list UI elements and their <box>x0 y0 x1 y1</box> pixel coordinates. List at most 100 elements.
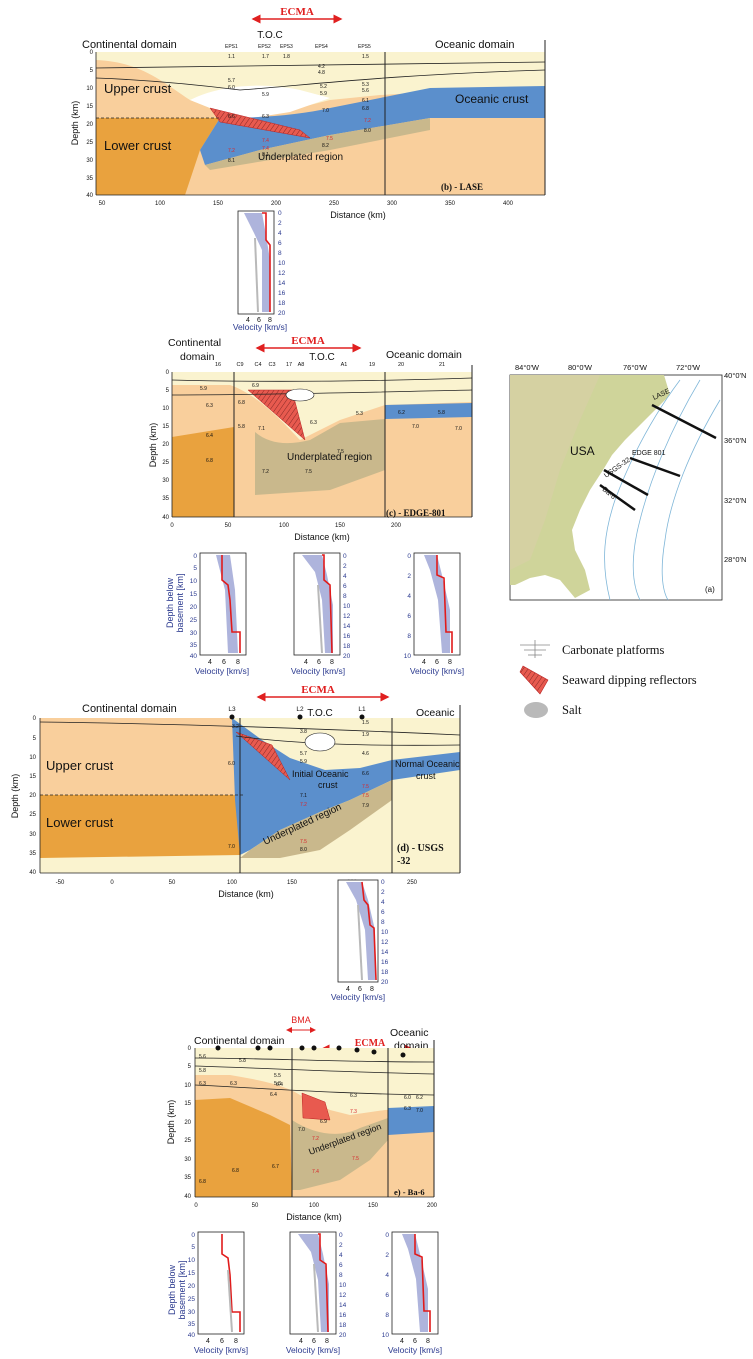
velocity-value: 3.8 <box>300 729 307 735</box>
depth-tick: 0 <box>385 1232 389 1239</box>
velocity-value: 6.9 <box>252 383 259 389</box>
distance-tick: 50 <box>225 523 232 529</box>
velocity-tick: 4 <box>246 317 250 324</box>
velocity-value: 8.1 <box>228 158 235 164</box>
distance-tick: 100 <box>309 1203 320 1209</box>
velocity-value: 1.9 <box>362 732 369 738</box>
depth-tick: 2 <box>339 1242 343 1249</box>
depth-tick: 20 <box>190 604 198 611</box>
depth-tick: 4 <box>407 593 411 600</box>
velocity-tick: 8 <box>325 1338 329 1345</box>
depth-tick: 15 <box>29 774 36 780</box>
depth-tick: 10 <box>184 1083 191 1089</box>
panel-caption: (c) - EDGE-801 <box>386 508 446 518</box>
distance-tick: 0 <box>170 523 174 529</box>
station-label: L3 <box>228 706 236 713</box>
map-caption: (a) <box>705 585 715 594</box>
velocity-value: 5.2 <box>320 84 327 90</box>
depth-tick: 40 <box>184 1194 191 1200</box>
velocity-tick: 6 <box>435 659 439 666</box>
velocity-value: 6.8 <box>199 1179 206 1185</box>
velocity-value: 8.0 <box>300 847 307 853</box>
depth-tick: 0 <box>278 210 282 217</box>
depth-below-title: Depth below <box>165 577 175 628</box>
velocity-value: 6.3 <box>206 403 213 409</box>
velocity-value: 6.3 <box>230 1081 237 1087</box>
velocity-value: 7.0 <box>412 424 419 430</box>
distance-axis-title: Distance (km) <box>294 532 350 542</box>
depth-tick: 4 <box>343 573 347 580</box>
station-marker <box>311 1045 317 1051</box>
seaward-dipping-reflectors <box>209 107 311 139</box>
depth-axis-title: Depth (km) <box>148 423 158 468</box>
velocity-profile-e-2: 0 2 4 6 8 10 12 14 16 18 20 4 6 8 Veloci… <box>286 1231 347 1355</box>
depth-tick: 0 <box>191 1232 195 1239</box>
depth-tick: 0 <box>381 879 385 886</box>
station-label: EPS3 <box>280 44 293 50</box>
velocity-value: 5.3 <box>356 411 363 417</box>
toc-label: T.O.C <box>257 30 283 41</box>
lower-crust-label: Lower crust <box>104 138 172 153</box>
station-label: 19 <box>369 362 375 368</box>
depth-tick: 15 <box>162 424 169 430</box>
velocity-value: 7.3 <box>350 1109 357 1115</box>
velocity-value: 7.0 <box>228 844 235 850</box>
depth-tick: 30 <box>188 1309 196 1316</box>
depth-tick: 2 <box>343 563 347 570</box>
depth-tick: 10 <box>188 1257 196 1264</box>
depth-tick: 8 <box>343 593 347 600</box>
velocity-tick: 8 <box>234 1338 238 1345</box>
distance-tick: 100 <box>227 880 238 886</box>
station-label: EPS1 <box>225 44 238 50</box>
velocity-profile-e-1: 0 5 10 15 20 25 30 35 40 4 6 8 Velocity … <box>188 1231 248 1355</box>
oceanic-crust-label: Oceanic crust <box>455 92 529 106</box>
station-marker <box>371 1049 377 1055</box>
normal-oceanic-label: crust <box>416 771 436 781</box>
velocity-value: 6.8 <box>206 458 213 464</box>
velocity-axis-title: Velocity [km/s] <box>194 1345 248 1355</box>
velocity-tick: 6 <box>317 659 321 666</box>
velocity-value: 6.0 <box>228 85 235 91</box>
velocity-profile-b: 0 2 4 6 8 10 12 14 16 18 20 4 6 8 Veloci… <box>233 210 287 332</box>
station-label: A1 <box>341 362 348 368</box>
velocity-tick: 6 <box>312 1338 316 1345</box>
depth-tick: 6 <box>385 1292 389 1299</box>
longitude-label: 76°0'W <box>623 363 648 372</box>
velocity-tick: 6 <box>358 986 362 993</box>
velocity-value: 6.3 <box>262 114 269 120</box>
seaward-dipping-reflector-icon <box>519 665 549 695</box>
depth-tick: 35 <box>162 496 169 502</box>
depth-tick: 4 <box>339 1252 343 1259</box>
station-label: 17 <box>286 362 292 368</box>
depth-tick: 10 <box>404 653 412 660</box>
depth-tick: 0 <box>343 553 347 560</box>
lower-crust-region <box>195 1098 292 1197</box>
depth-tick: 25 <box>190 617 198 624</box>
depth-tick: 2 <box>385 1252 389 1259</box>
depth-tick: 10 <box>381 929 389 936</box>
depth-tick: 40 <box>86 193 93 199</box>
bathymetry-contour <box>632 379 701 601</box>
panel-e-ba6: BMA ECMA T.O.C Continental domain Oceani… <box>166 1015 442 1355</box>
depth-tick: 10 <box>382 1332 390 1339</box>
station-marker <box>359 714 365 720</box>
depth-tick: 0 <box>166 370 170 376</box>
velocity-value: 7.2 <box>300 802 307 808</box>
latitude-label: 36°0'N <box>724 436 746 445</box>
velocity-value: 1.7 <box>262 54 269 60</box>
underplated-label: Underplated region <box>287 452 372 463</box>
depth-tick: 16 <box>339 1312 347 1319</box>
velocity-value: 6.4 <box>206 433 213 439</box>
distance-tick: 200 <box>271 201 282 207</box>
distance-tick: 50 <box>169 880 176 886</box>
velocity-tick: 6 <box>220 1338 224 1345</box>
depth-tick: 16 <box>381 959 389 966</box>
depth-below-title: basement [km] <box>177 1260 187 1319</box>
depth-tick: 15 <box>86 104 93 110</box>
velocity-value: 6.3 <box>404 1106 411 1112</box>
velocity-profile-c-1: 0 5 10 15 20 25 30 35 40 4 6 8 Velocity … <box>190 552 249 676</box>
velocity-value: 7.4 <box>312 1169 319 1175</box>
station-label: C3 <box>268 362 275 368</box>
depth-tick: 2 <box>278 220 282 227</box>
depth-tick: 10 <box>29 755 36 761</box>
